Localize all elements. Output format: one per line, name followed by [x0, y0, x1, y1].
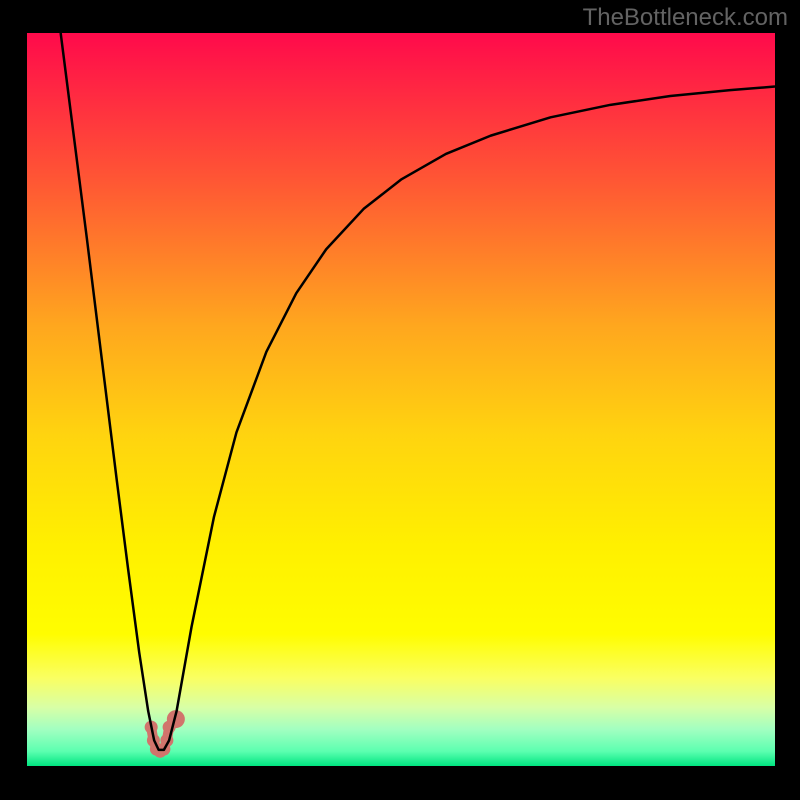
- plot-area: [27, 33, 775, 766]
- chart-svg: [27, 33, 775, 766]
- watermark-text: TheBottleneck.com: [583, 4, 788, 32]
- stage: TheBottleneck.com: [0, 0, 800, 800]
